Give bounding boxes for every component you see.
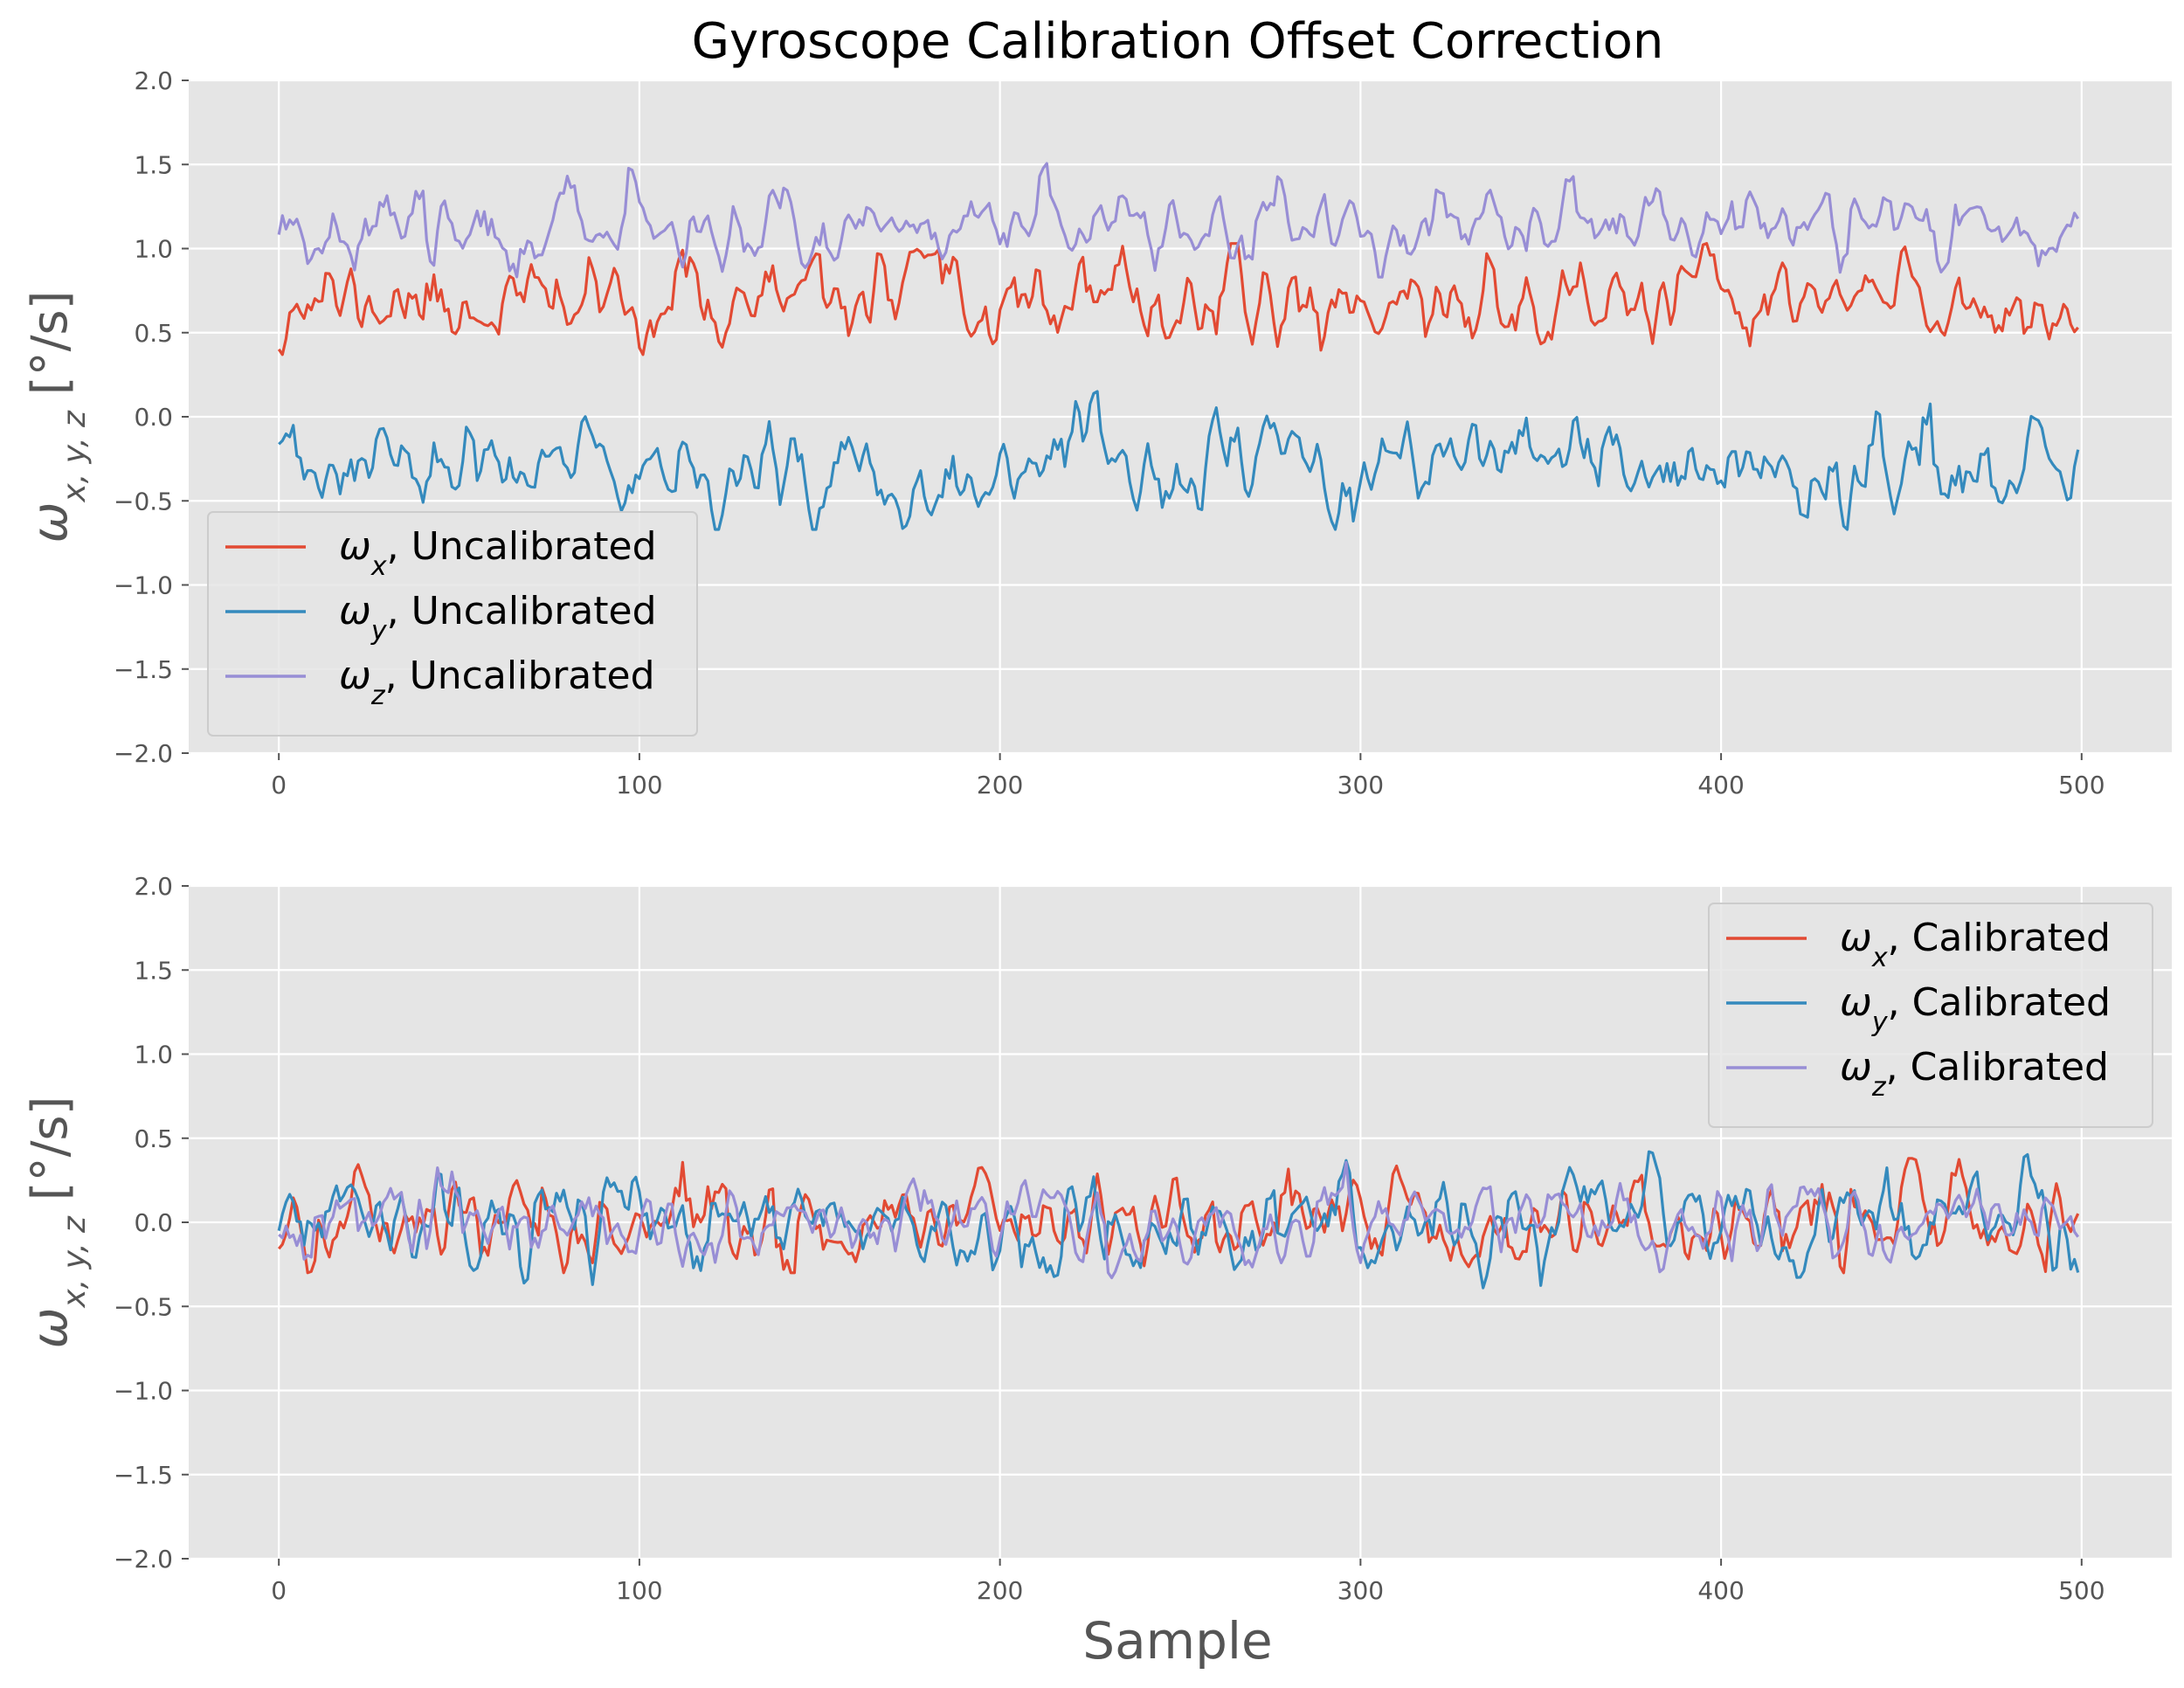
series-line: [277, 1157, 2080, 1275]
y-axis-label: ωx, y, z [°/s]: [22, 1097, 93, 1349]
y-tick-label: 2.0: [134, 872, 173, 901]
x-tick-label: 400: [1697, 1576, 1744, 1605]
y-tick-label: −2.0: [114, 739, 173, 768]
legend-box: [207, 511, 698, 737]
series-line: [277, 162, 2080, 279]
y-tick-label: 1.0: [134, 235, 173, 264]
x-tick-label: 200: [977, 1576, 1023, 1605]
y-tick-label: −0.5: [114, 487, 173, 515]
x-tick-label: 400: [1697, 771, 1744, 799]
x-tick-label: 200: [977, 771, 1023, 799]
figure-title: Gyroscope Calibration Offset Correction: [692, 13, 1664, 70]
x-tick-label: 300: [1337, 771, 1384, 799]
y-tick-label: 1.5: [134, 150, 173, 179]
x-tick-label: 300: [1337, 1576, 1384, 1605]
y-tick-label: −0.5: [114, 1292, 173, 1321]
legend-entry: ωz, Calibrated: [1840, 1045, 2109, 1103]
y-tick-label: 0.5: [134, 319, 173, 348]
y-tick-label: 0.0: [134, 403, 173, 432]
x-tick-label: 0: [271, 1576, 287, 1605]
x-tick-label: 100: [616, 771, 662, 799]
x-tick-label: 500: [2058, 1576, 2105, 1605]
legend-entry: ωx, Calibrated: [1840, 916, 2111, 973]
y-tick-label: 0.5: [134, 1124, 173, 1153]
y-tick-label: −1.0: [114, 571, 173, 600]
series-line: [277, 242, 2079, 356]
series-line: [278, 390, 2080, 531]
panel-calibrated: −2.0 −1.5 −1.0 −0.5 0.0 0.5 1.0 1.5 2.0 0 100 200 30…: [22, 872, 2172, 1605]
legend-entry: ωx, Uncalibrated: [339, 524, 657, 582]
y-tick-label: 1.5: [134, 956, 173, 985]
x-axis-label: Sample: [1082, 1611, 1272, 1671]
legend-entry: ωy, Uncalibrated: [339, 589, 657, 647]
y-tick-label: −1.5: [114, 1461, 173, 1490]
x-tick-label: 500: [2058, 771, 2105, 799]
y-tick-label: −1.5: [114, 655, 173, 684]
legend-entry: ωy, Calibrated: [1840, 980, 2111, 1038]
y-axis-label: ωx, y, z [°/s]: [22, 291, 93, 543]
y-tick-label: −1.0: [114, 1377, 173, 1406]
legend-box: [1708, 903, 2153, 1128]
y-tick-label: 2.0: [134, 66, 173, 95]
x-tick-label: 100: [616, 1576, 662, 1605]
x-tick-label: 0: [271, 771, 287, 799]
y-tick-label: −2.0: [114, 1545, 173, 1574]
y-tick-label: 1.0: [134, 1041, 173, 1069]
legend-entry: ωz, Uncalibrated: [339, 654, 655, 711]
series-line: [278, 1160, 2080, 1280]
y-tick-label: 0.0: [134, 1208, 173, 1237]
panel-uncalibrated: −2.0 −1.5 −1.0 −0.5 0.0 0.5 1.0 1.5 2.0 0 100 200 30…: [22, 66, 2172, 799]
